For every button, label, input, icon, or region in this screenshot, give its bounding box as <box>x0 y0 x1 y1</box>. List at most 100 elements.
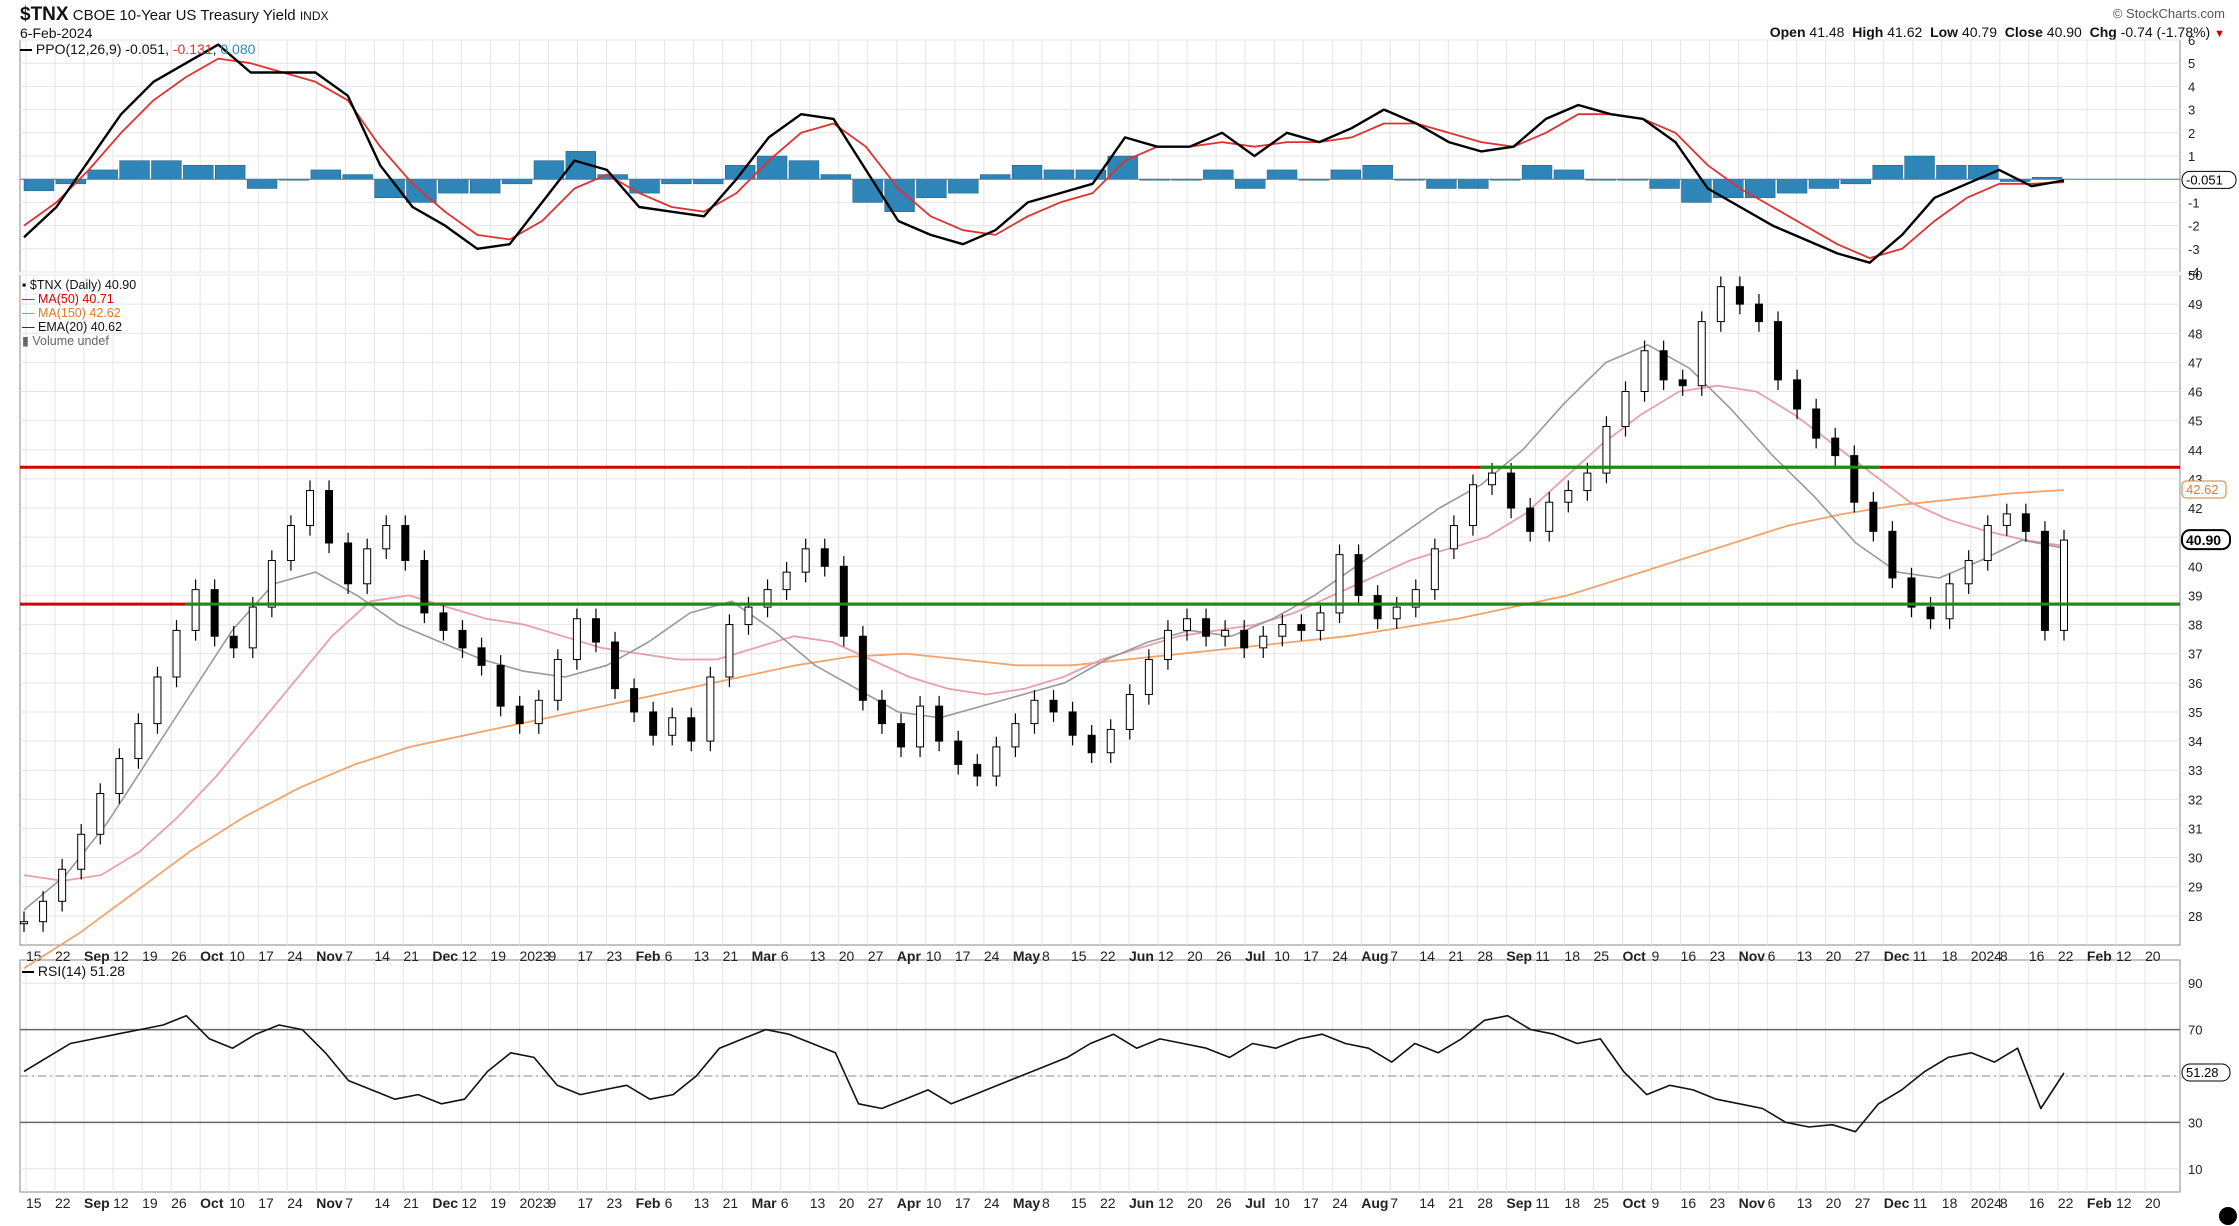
x-tick-label: 22 <box>1100 1195 1116 1211</box>
price-candle-body <box>935 705 944 742</box>
x-tick-label: 16 <box>2029 1195 2045 1211</box>
x-tick-label: Jun <box>1129 948 1154 964</box>
ppo-name: PPO(12,26,9) <box>35 41 122 57</box>
low-value: 40.79 <box>1961 24 1997 40</box>
x-tick-label: May <box>1013 1195 1040 1211</box>
price-candle-body <box>839 565 848 637</box>
ppo-last-value-label: -0.051 <box>2186 172 2223 187</box>
x-tick-label: 13 <box>810 948 826 964</box>
x-tick-label: 17 <box>955 1195 971 1211</box>
x-tick-label: 19 <box>490 948 506 964</box>
price-candle-body <box>954 740 963 765</box>
price-candle-body <box>1926 606 1935 620</box>
ppo-histogram-bar <box>1872 165 1903 180</box>
ppo-signal-value: -0.131 <box>172 41 213 57</box>
close-value: 40.90 <box>2046 24 2082 40</box>
ppo-histogram-bar <box>820 174 851 180</box>
x-tick-label: 20 <box>839 1195 855 1211</box>
price-candle-body <box>1659 350 1668 381</box>
x-tick-label: 18 <box>1942 948 1958 964</box>
ppo-histogram-bar <box>119 160 150 180</box>
price-candle-body <box>1526 507 1535 532</box>
x-tick-label: 21 <box>403 1195 419 1211</box>
price-candle-body <box>1735 286 1744 305</box>
price-y-tick-label: 38 <box>2188 618 2202 633</box>
x-tick-label: Jul <box>1245 1195 1265 1211</box>
ohlc-readout: Open 41.48 High 41.62 Low 40.79 Close 40… <box>1770 24 2225 40</box>
price-candle-body <box>1373 594 1382 620</box>
rsi-last-value-tag <box>2181 1063 2231 1082</box>
x-tick-label: 17 <box>955 948 971 964</box>
price-candle-body <box>229 635 238 649</box>
x-tick-label: 9 <box>1652 1195 1660 1211</box>
x-tick-label: 12 <box>461 1195 477 1211</box>
x-tick-label: 17 <box>258 1195 274 1211</box>
x-tick-label: 15 <box>1071 948 1087 964</box>
price-candle-body <box>1774 321 1783 381</box>
price-candle-body <box>1278 624 1287 637</box>
price-candle-body <box>534 699 543 725</box>
chart-date: 6-Feb-2024 <box>20 25 93 41</box>
ppo-histogram-bar <box>533 160 565 180</box>
price-candle-body <box>1945 583 1954 620</box>
ppo-histogram-bar <box>438 178 469 194</box>
ppo-histogram-bar <box>151 160 182 180</box>
ppo-histogram-bar <box>693 178 724 185</box>
price-candle-body <box>591 618 600 643</box>
open-value: 41.48 <box>1809 24 1845 40</box>
price-candle-body <box>1449 525 1458 550</box>
x-tick-label: 19 <box>490 1195 506 1211</box>
ppo-histogram-bar <box>1649 178 1680 189</box>
price-candle-body <box>1392 606 1401 620</box>
x-tick-label: 15 <box>26 1195 42 1211</box>
price-candle-body <box>1125 693 1134 730</box>
x-tick-label: 21 <box>723 1195 739 1211</box>
ppo-histogram-bar <box>1521 165 1553 180</box>
x-tick-label: 22 <box>1100 948 1116 964</box>
x-tick-label: 28 <box>1477 1195 1493 1211</box>
price-candle-body <box>1869 501 1878 532</box>
ppo-histogram-bar <box>1681 178 1712 203</box>
ppo-histogram-bar <box>725 165 756 180</box>
price-candle-body <box>973 763 982 777</box>
x-tick-label: 2023 <box>519 1195 550 1211</box>
price-candle-body <box>1831 437 1840 457</box>
x-tick-label: Oct <box>1622 1195 1646 1211</box>
x-tick-label: Oct <box>200 1195 224 1211</box>
ppo-histogram-bar <box>1426 178 1457 189</box>
ma150-line <box>23 489 2065 970</box>
price-candle-body <box>96 793 105 835</box>
x-tick-label: 8 <box>1042 1195 1050 1211</box>
x-tick-label: Apr <box>897 948 922 964</box>
price-candle-body <box>1850 455 1859 503</box>
price-candle-body <box>1564 490 1573 503</box>
x-tick-label: 20 <box>2145 1195 2161 1211</box>
x-tick-label: 27 <box>868 948 884 964</box>
ppo-y-tick-label: 4 <box>2188 79 2195 94</box>
ppo-signal-line <box>23 57 2065 260</box>
rsi-legend: RSI(14) 51.28 <box>22 964 125 978</box>
price-candle-body <box>630 688 639 713</box>
ppo-histogram-bar <box>1553 169 1585 180</box>
price-candle-body <box>897 723 906 748</box>
price-candle-body <box>20 921 28 925</box>
low-label: Low <box>1930 24 1959 40</box>
price-candle-body <box>305 490 314 527</box>
x-tick-label: 8 <box>2000 948 2008 964</box>
price-candle-body <box>1468 484 1477 527</box>
ppo-histogram-bar <box>1107 155 1138 180</box>
x-tick-label: 14 <box>374 948 390 964</box>
x-tick-label: 9 <box>1652 948 1660 964</box>
ppo-y-tick-label: -3 <box>2188 242 2200 257</box>
x-tick-label: 20 <box>1826 948 1842 964</box>
x-tick-label: 13 <box>694 948 710 964</box>
ppo-histogram-bar <box>1840 178 1871 185</box>
x-tick-label: 12 <box>2116 948 2132 964</box>
x-tick-label: 16 <box>1681 948 1697 964</box>
price-candle-body <box>1411 589 1420 608</box>
price-legend-main-text: $TNX (Daily) 40.90 <box>29 278 137 292</box>
price-legend-volume: ▮ Volume undef <box>22 334 109 348</box>
price-candle-body <box>58 868 67 902</box>
x-tick-label: 13 <box>810 1195 826 1211</box>
ma150-text: MA(150) 42.62 <box>37 306 121 320</box>
